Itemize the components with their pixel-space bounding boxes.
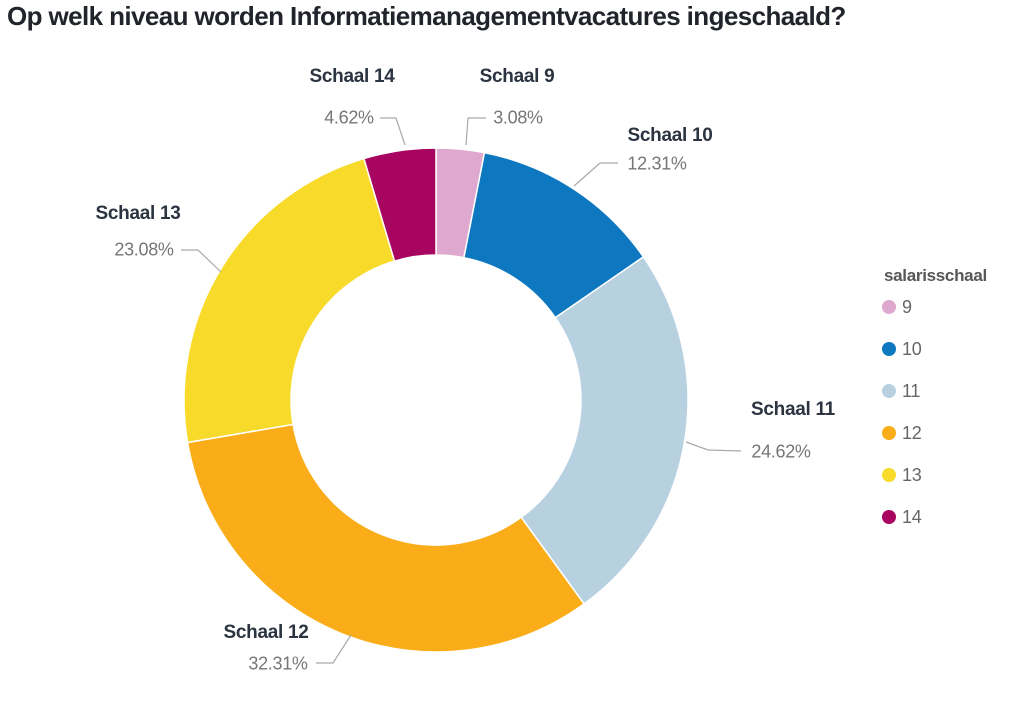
- legend-item-label: 11: [902, 380, 921, 401]
- slice-pct-label-schaal-11: 24.62%: [751, 441, 811, 462]
- leader-line-schaal-9: [465, 117, 486, 146]
- legend-item-schaal-9[interactable]: 9: [882, 286, 1014, 328]
- legend-item-label: 12: [902, 422, 922, 443]
- legend-item-label: 13: [902, 464, 922, 485]
- slice-pct-label-schaal-12: 32.31%: [248, 653, 308, 674]
- legend: salarisschaal 9 10 11 12 13 14: [882, 266, 1014, 538]
- slice-pct-label-schaal-14: 4.62%: [324, 107, 374, 128]
- legend-dot-icon: [882, 468, 896, 482]
- slice-schaal-12[interactable]: [186, 423, 586, 653]
- legend-item-label: 9: [902, 296, 912, 317]
- slice-name-label-schaal-12: Schaal 12: [223, 622, 309, 643]
- leader-line-schaal-11: [685, 441, 742, 452]
- slice-pct-label-schaal-13: 23.08%: [114, 239, 174, 260]
- slice-name-label-schaal-13: Schaal 13: [95, 203, 181, 224]
- legend-item-schaal-10[interactable]: 10: [882, 328, 1014, 370]
- leader-line-schaal-10: [573, 162, 618, 187]
- legend-dot-icon: [882, 426, 896, 440]
- slice-schaal-13[interactable]: [183, 157, 396, 444]
- leader-line-schaal-12: [316, 634, 352, 664]
- legend-dot-icon: [882, 342, 896, 356]
- slice-name-label-schaal-11: Schaal 11: [751, 399, 835, 420]
- slice-name-label-schaal-14: Schaal 14: [309, 66, 395, 87]
- leader-line-schaal-13: [181, 249, 222, 273]
- slice-schaal-11[interactable]: [520, 255, 689, 605]
- slice-name-label-schaal-9: Schaal 9: [479, 66, 555, 87]
- legend-item-schaal-14[interactable]: 14: [882, 496, 1014, 538]
- legend-title: salarisschaal: [884, 266, 987, 285]
- slice-name-label-schaal-10: Schaal 10: [627, 125, 713, 146]
- slice-pct-label-schaal-9: 3.08%: [493, 107, 543, 128]
- chart-title: Op welk niveau worden Informatiemanageme…: [7, 1, 846, 31]
- legend-dot-icon: [882, 510, 896, 524]
- legend-item-schaal-11[interactable]: 11: [882, 370, 1014, 412]
- legend-dot-icon: [882, 300, 896, 314]
- legend-item-schaal-12[interactable]: 12: [882, 412, 1014, 454]
- slice-schaal-14[interactable]: [362, 147, 437, 262]
- slice-pct-label-schaal-10: 12.31%: [627, 153, 687, 174]
- legend-dot-icon: [882, 384, 896, 398]
- legend-item-label: 10: [902, 338, 922, 359]
- legend-item-label: 14: [902, 506, 922, 527]
- legend-items: 9 10 11 12 13 14: [882, 286, 1014, 538]
- leader-line-schaal-14: [380, 117, 406, 146]
- legend-item-schaal-13[interactable]: 13: [882, 454, 1014, 496]
